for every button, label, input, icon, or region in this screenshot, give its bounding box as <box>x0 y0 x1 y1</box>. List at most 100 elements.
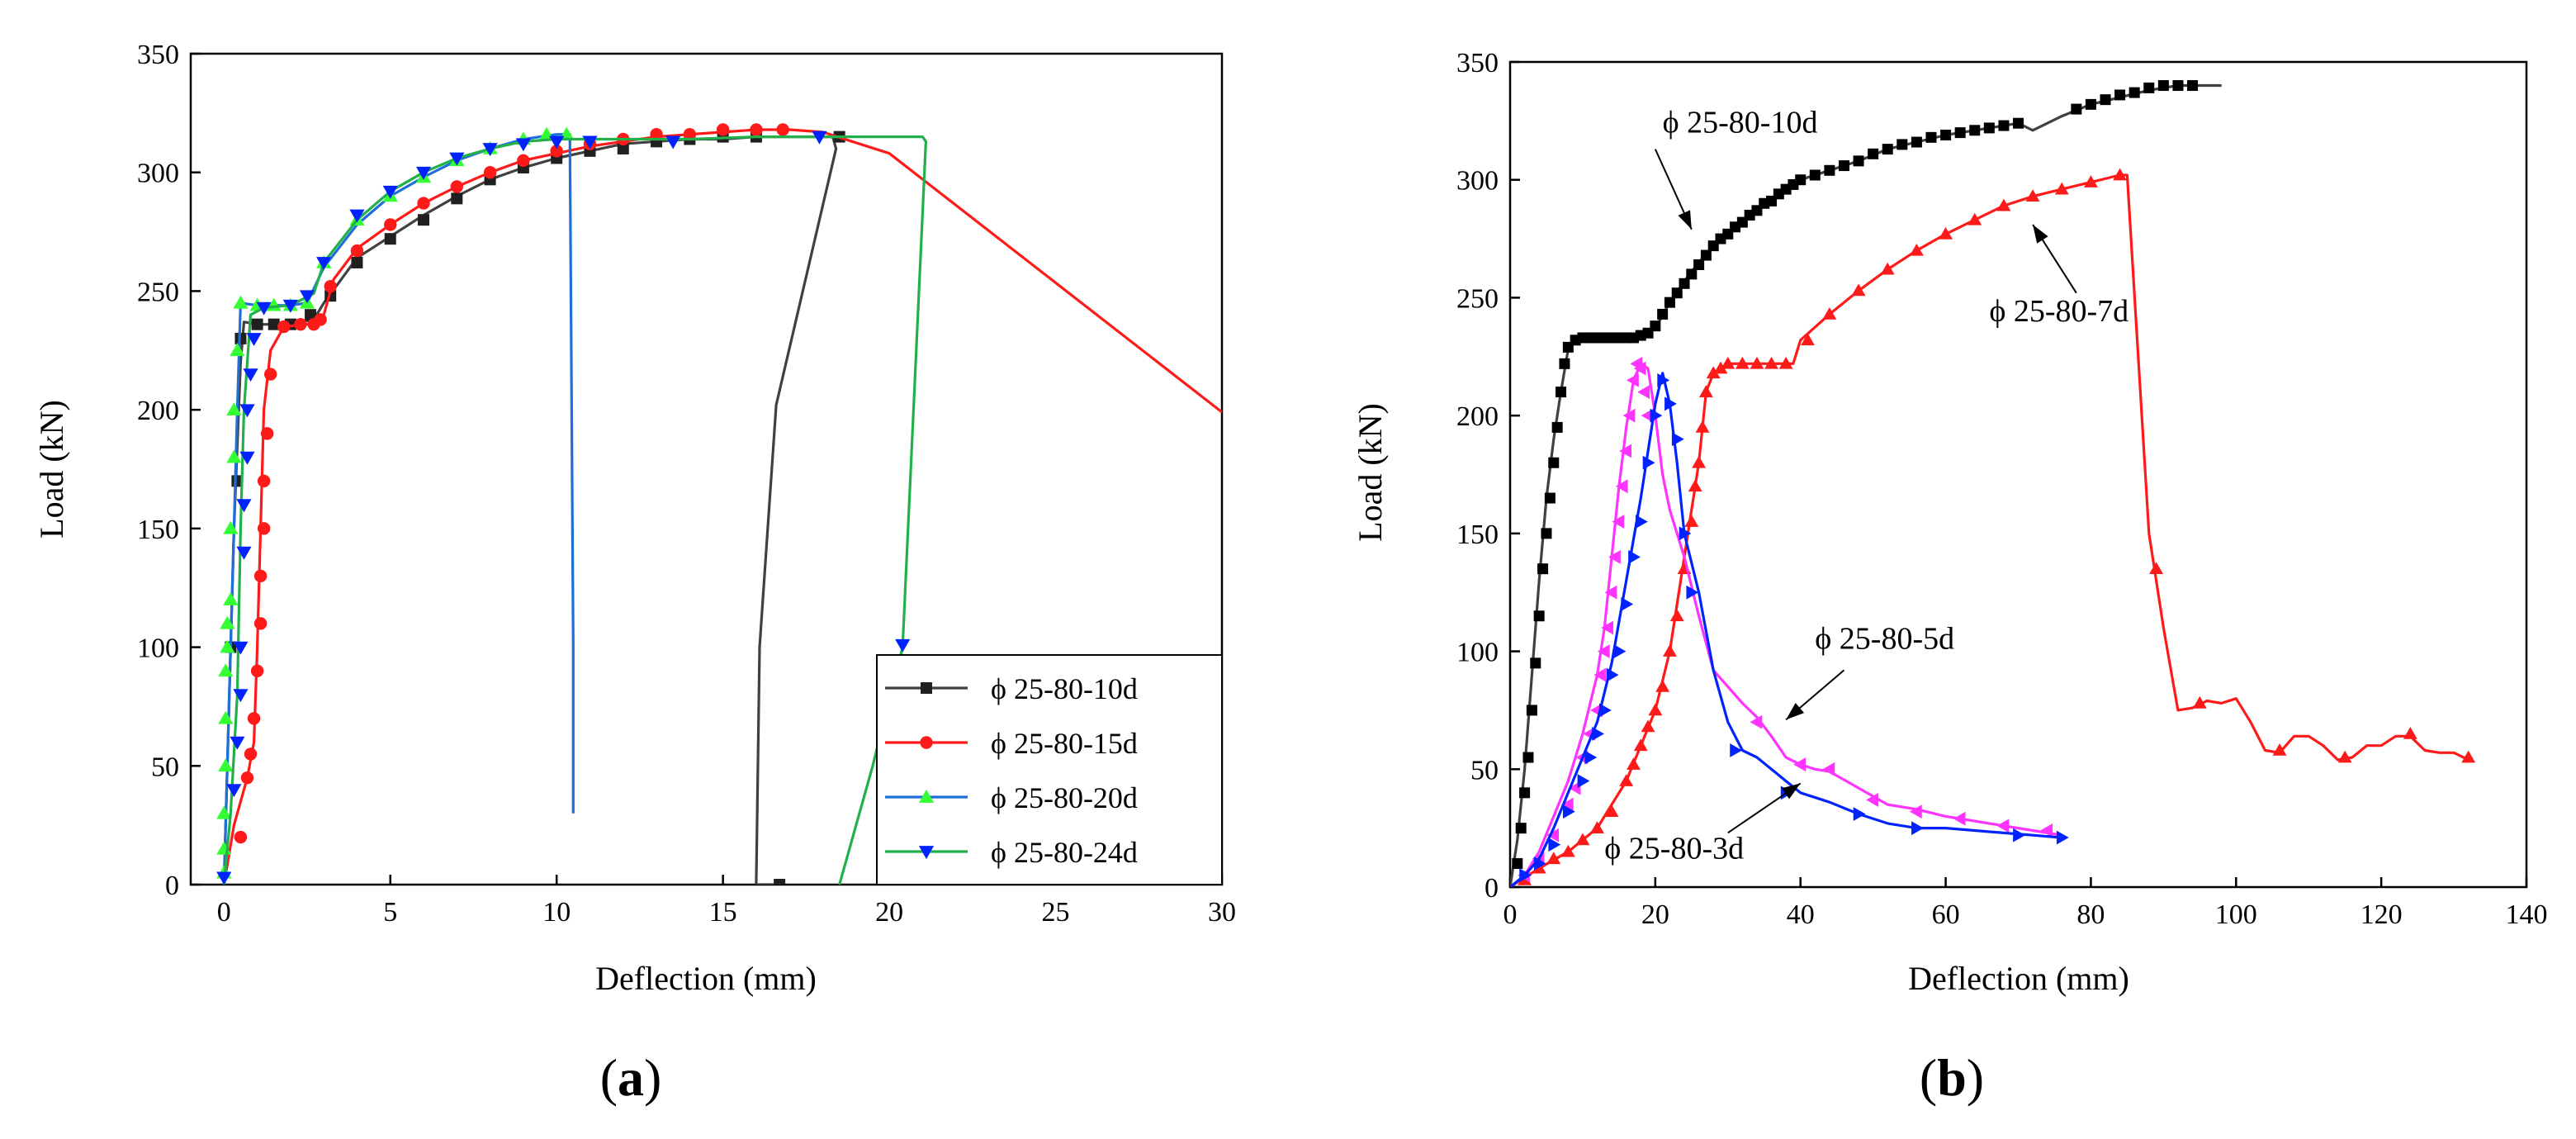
data-point <box>1851 283 1866 297</box>
x-tick-label: 20 <box>875 897 903 928</box>
data-point <box>1593 667 1607 682</box>
data-point <box>1882 144 1893 155</box>
series--25-80-3d <box>1510 372 2069 887</box>
data-point <box>1801 333 1815 346</box>
data-point <box>223 591 239 605</box>
x-tick-label: 60 <box>1932 899 1960 930</box>
panel-label-b-letter: b <box>1937 1048 1967 1107</box>
data-point <box>246 333 262 347</box>
data-point <box>1692 455 1707 468</box>
data-point <box>253 617 268 630</box>
y-tick-label: 350 <box>1456 48 1499 78</box>
series-line <box>1510 372 2062 887</box>
panel-label-b-open: ( <box>1920 1048 1937 1107</box>
annotation-label: ϕ 25-80-10d <box>1663 106 1818 140</box>
y-tick-label: 100 <box>1456 638 1499 668</box>
data-point <box>299 290 315 304</box>
data-point <box>1563 804 1575 819</box>
data-point <box>1619 444 1632 458</box>
legend-marker <box>920 736 933 749</box>
y-tick-label: 250 <box>1456 283 1499 314</box>
legend-item: ϕ 25-80-24d <box>885 836 1138 869</box>
data-point <box>1795 174 1807 186</box>
data-point <box>1627 373 1639 387</box>
legend-label: ϕ 25-80-24d <box>991 836 1138 869</box>
y-tick-label: 200 <box>1456 401 1499 432</box>
data-point <box>1619 774 1634 786</box>
x-tick-label: 120 <box>2361 899 2403 930</box>
data-point <box>2192 695 2207 709</box>
data-point <box>1544 492 1556 504</box>
data-point <box>1679 526 1692 541</box>
data-point <box>1598 703 1612 718</box>
data-point <box>1604 804 1619 818</box>
annotation: ϕ 25-80-5d <box>1785 622 1954 721</box>
data-point <box>1548 838 1561 852</box>
data-point <box>257 522 271 535</box>
y-axis-ticks-b: 0 50 100 150 200 250 300 350 <box>1456 48 1520 904</box>
data-point <box>1622 408 1636 423</box>
data-point <box>1853 807 1866 821</box>
data-point <box>1983 122 1995 134</box>
data-point <box>1650 320 1661 332</box>
data-point <box>230 343 245 357</box>
y-tick-label: 0 <box>165 871 179 901</box>
data-point <box>2071 103 2082 115</box>
data-point <box>418 214 430 226</box>
data-point <box>1560 797 1574 812</box>
data-point <box>1608 549 1621 564</box>
panel-label-a-letter: a <box>618 1048 644 1107</box>
data-point <box>1530 657 1541 669</box>
data-point <box>250 664 264 678</box>
data-point <box>812 131 827 145</box>
data-point <box>1896 139 1908 150</box>
data-point <box>1778 356 1793 369</box>
data-point <box>2272 743 2287 756</box>
data-point <box>1669 609 1684 622</box>
data-point <box>2025 189 2040 202</box>
data-point <box>1597 644 1610 659</box>
data-point <box>1560 844 1575 857</box>
annotation-arrow-head <box>1786 702 1805 720</box>
data-point <box>1909 804 1922 819</box>
data-point <box>1706 366 1721 379</box>
data-point <box>2085 98 2096 110</box>
data-point <box>1880 262 1895 275</box>
legend-item: ϕ 25-80-15d <box>885 727 1138 760</box>
data-point <box>716 123 730 136</box>
legend-label: ϕ 25-80-15d <box>991 727 1138 760</box>
data-point <box>1590 821 1604 833</box>
data-point <box>2013 117 2024 129</box>
data-point <box>1822 762 1835 776</box>
chart-panel-b: 0 20 40 60 80 100 120 140 0 50 100 150 200 250 300 350… <box>1352 48 2548 1107</box>
data-point <box>1526 705 1537 716</box>
data-point <box>1613 644 1627 659</box>
data-point <box>268 318 280 330</box>
x-tick-label: 0 <box>1503 899 1518 930</box>
y-tick-label: 50 <box>1470 755 1499 785</box>
data-point <box>1911 821 1924 836</box>
data-point <box>2040 823 2053 838</box>
data-point <box>1969 125 1981 136</box>
series--25-80-5d <box>1510 356 2062 887</box>
data-point <box>2083 175 2098 187</box>
legend-label: ϕ 25-80-10d <box>991 672 1138 705</box>
x-axis-ticks-a: 0 5 10 15 20 25 30 <box>217 875 1236 928</box>
data-point <box>1541 528 1552 539</box>
data-point <box>253 569 268 583</box>
data-point <box>1671 432 1684 447</box>
data-point <box>382 185 398 199</box>
x-tick-label: 40 <box>1787 899 1815 930</box>
data-point <box>515 138 532 152</box>
y-axis-title-a: Load (kN) <box>33 400 70 539</box>
data-point <box>1664 396 1677 411</box>
data-point <box>450 180 464 193</box>
data-point <box>240 771 254 785</box>
data-point <box>650 128 663 141</box>
data-point <box>2157 80 2169 92</box>
data-point <box>218 710 234 724</box>
data-point <box>350 244 364 258</box>
y-tick-label: 100 <box>137 634 179 664</box>
data-point <box>256 301 272 316</box>
legend-box <box>876 654 1223 885</box>
